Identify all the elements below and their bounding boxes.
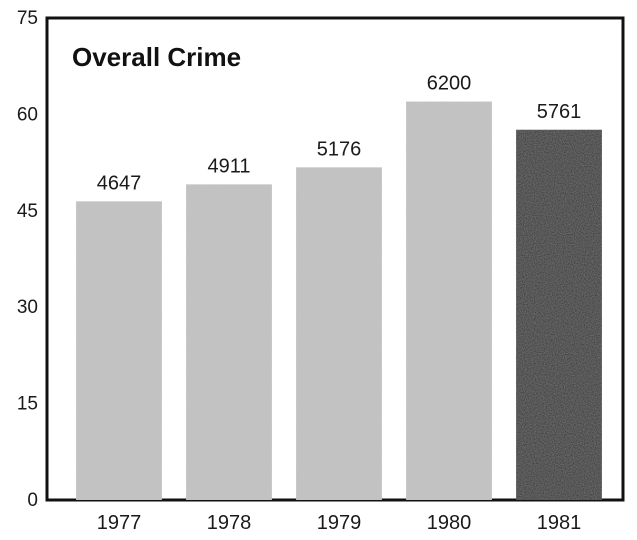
y-axis: 0 15 30 45 60 75 bbox=[17, 8, 38, 511]
x-tick-label: 1979 bbox=[317, 512, 362, 534]
bar-value-label: 4647 bbox=[97, 172, 142, 194]
chart-title: Overall Crime bbox=[72, 42, 241, 72]
bar-value-label: 6200 bbox=[427, 73, 472, 95]
x-tick-label: 1981 bbox=[537, 512, 582, 534]
y-tick-label: 60 bbox=[17, 104, 38, 125]
y-tick-label: 30 bbox=[17, 297, 38, 318]
bar bbox=[516, 129, 602, 500]
y-tick-label: 15 bbox=[17, 394, 38, 415]
bar bbox=[76, 201, 162, 501]
data-labels: 4647 4911 5176 6200 5761 bbox=[97, 73, 582, 195]
x-tick-label: 1977 bbox=[97, 512, 142, 534]
y-tick-label: 45 bbox=[17, 201, 38, 222]
bar bbox=[186, 184, 272, 500]
bars bbox=[76, 101, 602, 501]
x-tick-label: 1980 bbox=[427, 512, 472, 534]
bar bbox=[406, 101, 492, 501]
y-tick-label: 75 bbox=[17, 8, 38, 29]
x-axis: 1977 1978 1979 1980 1981 bbox=[97, 512, 582, 534]
bar-value-label: 4911 bbox=[207, 155, 250, 177]
bar bbox=[296, 167, 382, 501]
bar-value-label: 5176 bbox=[317, 138, 362, 160]
bar-value-label: 5761 bbox=[537, 101, 582, 123]
x-tick-label: 1978 bbox=[207, 512, 252, 534]
y-tick-label: 0 bbox=[27, 490, 38, 511]
